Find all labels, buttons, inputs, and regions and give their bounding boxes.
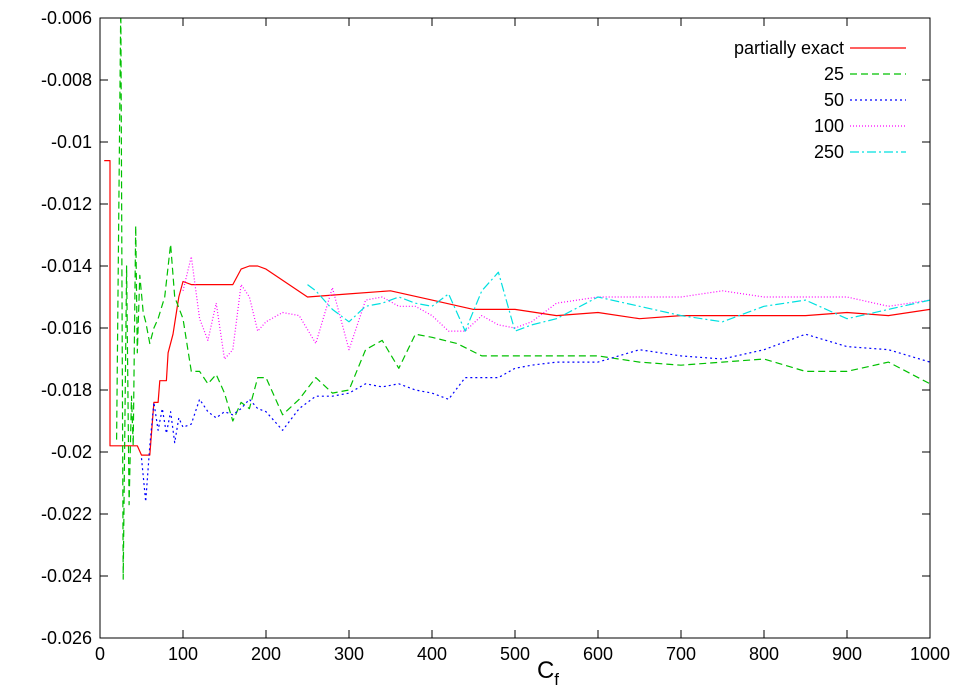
y-tick-label: -0.022 <box>41 504 92 524</box>
x-axis-label: Cf <box>537 657 559 689</box>
legend-label-1: partially exact <box>734 38 844 58</box>
y-tick-label: -0.016 <box>41 318 92 338</box>
axes-ticks: 0 100 200 300 400 500 600 700 800 900 1000 -0.026 -0… <box>41 8 950 664</box>
legend: partially exact 25 50 100 250 <box>734 38 906 162</box>
legend-label-4: 100 <box>814 116 844 136</box>
x-tick-label: 900 <box>832 644 862 664</box>
series-line-5 <box>307 271 930 332</box>
legend-label-3: 50 <box>824 90 844 110</box>
x-tick-label: 0 <box>95 644 105 664</box>
series-line-3 <box>140 333 930 503</box>
x-tick-label: 300 <box>334 644 364 664</box>
series-line-4 <box>182 256 930 360</box>
y-tick-label: -0.026 <box>41 628 92 648</box>
y-tick-label: -0.01 <box>51 132 92 152</box>
y-tick-label: -0.024 <box>41 566 92 586</box>
x-tick-label: 800 <box>749 644 779 664</box>
y-tick-label: -0.018 <box>41 380 92 400</box>
x-tick-label: 700 <box>666 644 696 664</box>
x-tick-label: 100 <box>168 644 198 664</box>
y-tick-label: -0.006 <box>41 8 92 28</box>
x-tick-label: 600 <box>583 644 613 664</box>
y-tick-label: -0.012 <box>41 194 92 214</box>
x-tick-label: 500 <box>500 644 530 664</box>
x-tick-label: 200 <box>251 644 281 664</box>
y-tick-label: -0.014 <box>41 256 92 276</box>
series-line-1 <box>104 160 930 456</box>
legend-label-2: 25 <box>824 64 844 84</box>
y-tick-label: -0.02 <box>51 442 92 462</box>
y-tick-label: -0.008 <box>41 70 92 90</box>
x-tick-label: 400 <box>417 644 447 664</box>
series-layer <box>104 18 930 580</box>
x-tick-label: 1000 <box>910 644 950 664</box>
legend-label-5: 250 <box>814 142 844 162</box>
series-line-2 <box>116 18 930 580</box>
